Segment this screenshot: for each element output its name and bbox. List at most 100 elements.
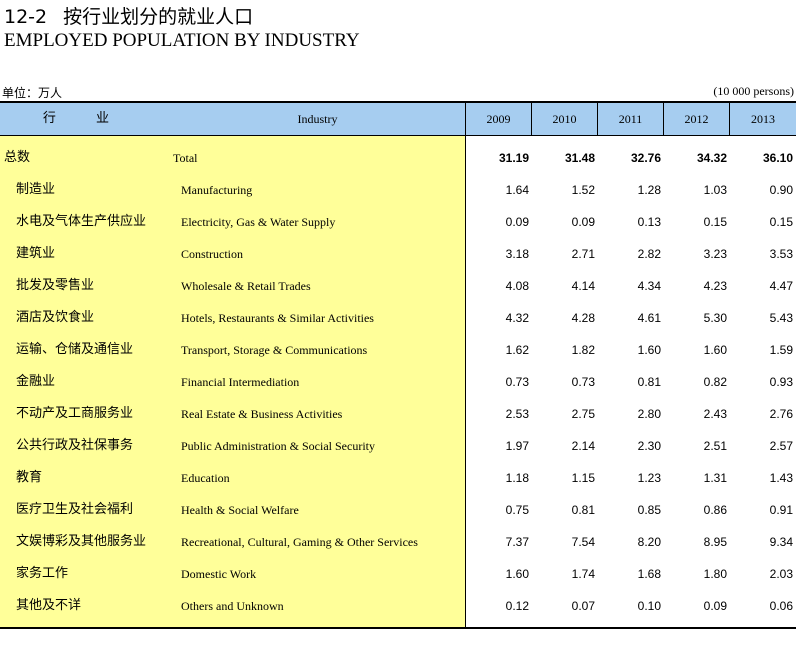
table-row-total: 总数 Total 31.19 31.48 32.76 34.32 36.10 (0, 142, 796, 174)
value-cell-2013: 2.76 (769, 407, 793, 421)
value-cell-2012: 1.03 (703, 183, 727, 197)
industry-name-en: Electricity, Gas & Water Supply (181, 215, 336, 229)
industry-name-en: Health & Social Welfare (181, 503, 299, 517)
industry-name-en: Hotels, Restaurants & Similar Activities (181, 311, 374, 325)
industry-table: 行 业 Industry 2009 2010 2011 2012 2013 总数… (0, 101, 796, 629)
value-cell-2012: 8.95 (703, 535, 727, 549)
table-row: 制造业 Manufacturing 1.64 1.52 1.28 1.03 0.90 (0, 174, 796, 206)
value-cell-2012: 0.15 (703, 215, 727, 229)
value-cell-2010: 1.82 (571, 343, 595, 357)
value-cell-2009: 2.53 (505, 407, 529, 421)
value-cell-2009: 4.08 (505, 279, 529, 293)
table-top-rule (0, 101, 796, 103)
value-cell-2011: 4.34 (637, 279, 661, 293)
value-cell-2010: 7.54 (571, 535, 595, 549)
value-cell-2010: 2.75 (571, 407, 595, 421)
industry-name-cn: 教育 (16, 470, 43, 485)
table-row: 不动产及工商服务业 Real Estate & Business Activiti… (0, 398, 796, 430)
value-cell-2009: 4.32 (505, 311, 529, 325)
value-cell-2009: 1.97 (505, 439, 529, 453)
value-cell-2010: 4.14 (571, 279, 595, 293)
header-year: 2013 (751, 112, 775, 126)
industry-name-cn: 公共行政及社保事务 (16, 438, 134, 453)
table-row: 建筑业 Construction 3.18 2.71 2.82 3.23 3.53 (0, 238, 796, 270)
page-title-en: EMPLOYED POPULATION BY INDUSTRY (4, 30, 360, 51)
value-cell-2012: 0.09 (703, 599, 727, 613)
table-bottom-rule (0, 627, 796, 629)
header-year: 2012 (684, 112, 709, 126)
value-cell-2013: 0.91 (769, 503, 793, 517)
value-cell-2009: 31.19 (498, 151, 529, 165)
page-title-cn: 12-2 按行业划分的就业人口 (4, 2, 253, 29)
table-row: 金融业 Financial Intermediation 0.73 0.73 0.81 0… (0, 366, 796, 398)
value-cell-2013: 9.34 (769, 535, 793, 549)
industry-name-cn: 总数 (4, 150, 31, 165)
value-cell-2013: 36.10 (762, 151, 793, 165)
industry-name-en: Others and Unknown (181, 599, 284, 613)
value-cell-2011: 32.76 (630, 151, 661, 165)
value-cell-2013: 0.93 (769, 375, 793, 389)
value-cell-2013: 2.03 (769, 567, 793, 581)
value-cell-2013: 5.43 (769, 311, 793, 325)
value-cell-2013: 1.43 (769, 471, 793, 485)
industry-name-cn: 金融业 (16, 374, 56, 389)
table-row: 教育 Education 1.18 1.15 1.23 1.31 1.43 (0, 462, 796, 494)
table-row: 公共行政及社保事务 Public Administration & Social … (0, 430, 796, 462)
industry-name-cn: 批发及零售业 (16, 278, 95, 293)
title-cn-text: 按行业划分的就业人口 (63, 6, 254, 28)
industry-name-cn: 酒店及饮食业 (16, 310, 95, 325)
industry-name-en: Financial Intermediation (181, 375, 300, 389)
value-cell-2012: 2.43 (703, 407, 727, 421)
value-cell-2013: 0.15 (769, 215, 793, 229)
table-row: 家务工作 Domestic Work 1.60 1.74 1.68 1.80 2.03 (0, 558, 796, 590)
value-cell-2012: 2.51 (703, 439, 727, 453)
value-cell-2010: 0.09 (571, 215, 595, 229)
value-cell-2011: 1.23 (637, 471, 661, 485)
header-divider (729, 103, 730, 135)
value-cell-2011: 0.85 (637, 503, 661, 517)
value-cell-2011: 0.10 (637, 599, 661, 613)
value-cell-2009: 1.62 (505, 343, 529, 357)
value-cell-2010: 1.15 (571, 471, 595, 485)
industry-name-en: Education (181, 471, 230, 485)
value-cell-2011: 2.82 (637, 247, 661, 261)
table-row: 运输、仓储及通信业 Transport, Storage & Communicat… (0, 334, 796, 366)
industry-name-cn: 运输、仓储及通信业 (16, 342, 134, 357)
value-cell-2012: 34.32 (696, 151, 727, 165)
value-cell-2012: 1.31 (703, 471, 727, 485)
value-cell-2010: 0.73 (571, 375, 595, 389)
industry-name-en: Domestic Work (181, 567, 257, 581)
industry-name-cn: 其他及不详 (16, 598, 82, 613)
value-cell-2011: 8.20 (637, 535, 661, 549)
industry-name-en: Transport, Storage & Communications (181, 343, 368, 357)
value-cell-2011: 1.60 (637, 343, 661, 357)
value-cell-2011: 0.81 (637, 375, 661, 389)
value-cell-2010: 0.07 (571, 599, 595, 613)
table-row: 其他及不详 Others and Unknown 0.12 0.07 0.10 0.09 0… (0, 590, 796, 622)
value-cell-2011: 1.28 (637, 183, 661, 197)
value-cell-2009: 3.18 (505, 247, 529, 261)
label-column-divider (465, 136, 466, 627)
unit-label-cn: 单位：万人 (2, 86, 63, 100)
value-cell-2012: 0.86 (703, 503, 727, 517)
value-cell-2013: 1.59 (769, 343, 793, 357)
industry-name-cn: 水电及气体生产供应业 (16, 214, 147, 229)
industry-name-cn: 医疗卫生及社会福利 (16, 502, 134, 517)
table-number: 12-2 (4, 6, 48, 28)
value-cell-2009: 1.18 (505, 471, 529, 485)
header-industry-en: Industry (297, 112, 338, 126)
table-row: 酒店及饮食业 Hotels, Restaurants & Similar Acti… (0, 302, 796, 334)
table-header-row: 行 业 Industry 2009 2010 2011 2012 2013 (0, 103, 796, 136)
industry-name-en: Manufacturing (181, 183, 253, 197)
header-divider (597, 103, 598, 135)
industry-name-en: Total (173, 151, 198, 165)
value-cell-2009: 1.60 (505, 567, 529, 581)
industry-name-en: Public Administration & Social Security (181, 439, 375, 453)
header-year: 2009 (486, 112, 511, 126)
value-cell-2013: 2.57 (769, 439, 793, 453)
value-cell-2012: 4.23 (703, 279, 727, 293)
header-year: 2011 (618, 112, 643, 126)
value-cell-2013: 0.90 (769, 183, 793, 197)
value-cell-2011: 2.30 (637, 439, 661, 453)
value-cell-2011: 1.68 (637, 567, 661, 581)
